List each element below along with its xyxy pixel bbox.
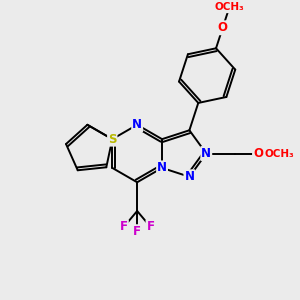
Text: S: S [108,133,116,146]
Text: N: N [132,118,142,131]
Text: F: F [146,220,154,233]
Text: OCH₃: OCH₃ [214,2,244,12]
Text: N: N [157,161,167,174]
Text: F: F [120,220,128,233]
Text: F: F [133,225,141,238]
Text: OCH₃: OCH₃ [265,148,294,158]
Text: N: N [201,147,211,160]
Text: O: O [253,147,263,160]
Text: O: O [218,21,228,34]
Text: N: N [184,170,194,183]
